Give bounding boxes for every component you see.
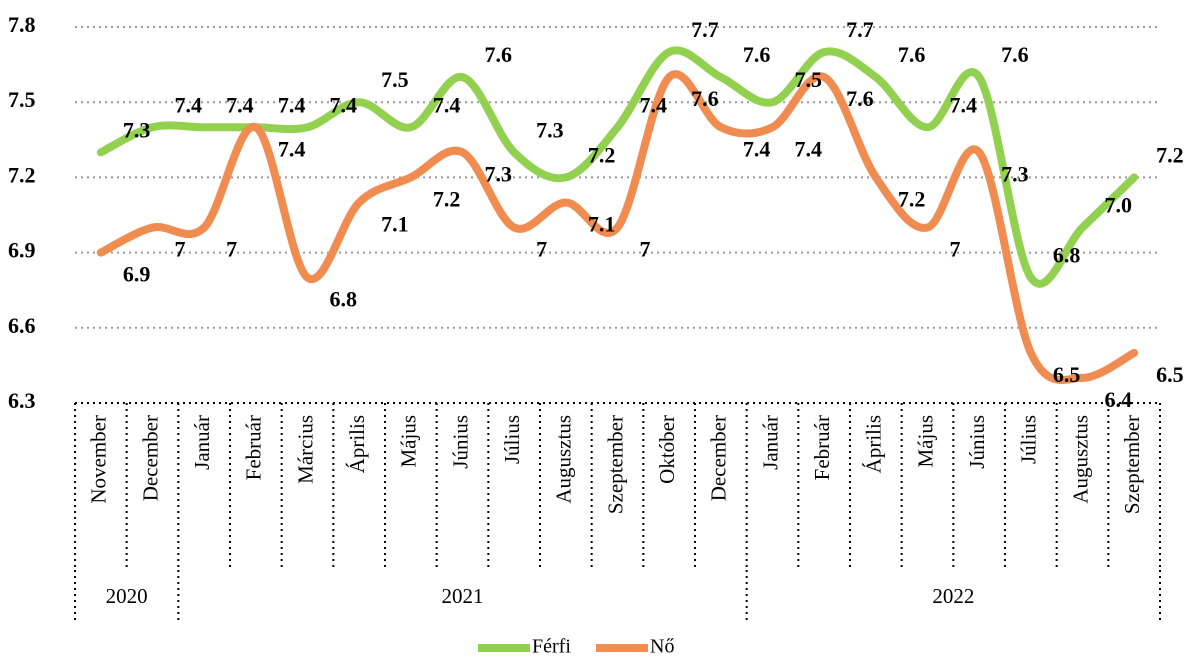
group-label: 2022 (932, 584, 974, 608)
data-label: 7.6 (691, 86, 719, 111)
x-tick-label: Július (1017, 415, 1041, 464)
line (96, 46, 1139, 288)
data-label: 7.1 (588, 212, 616, 237)
x-tick-label: Október (655, 415, 679, 484)
x-tick-label: Május (397, 415, 421, 468)
data-label: 7.4 (433, 92, 461, 117)
data-label: 6.5 (1156, 362, 1184, 387)
x-tick-label: December (707, 415, 731, 501)
y-tick-label: 6.3 (8, 388, 36, 413)
x-tick-label: Január (758, 415, 782, 470)
data-label: 7.2 (433, 186, 461, 211)
group-label: 2021 (442, 584, 484, 608)
x-tick-label: Április (345, 415, 369, 473)
data-label: 7.3 (536, 117, 564, 142)
data-label: 7.4 (330, 92, 358, 117)
line (96, 70, 1139, 384)
data-label: 7.4 (795, 136, 823, 161)
y-tick-label: 6.6 (8, 313, 36, 338)
data-label: 7.6 (1001, 42, 1029, 67)
x-tick-label: Július (500, 415, 524, 464)
data-label: 6.5 (1053, 362, 1081, 387)
data-label: 7.6 (743, 42, 771, 67)
data-label: 6.8 (1053, 243, 1081, 268)
data-label: 7 (640, 237, 651, 262)
data-label: 7 (226, 237, 237, 262)
data-label: 7.2 (898, 186, 926, 211)
legend-label: Férfi (532, 636, 571, 658)
x-tick-label: December (138, 415, 162, 501)
data-label: 7.4 (640, 92, 668, 117)
x-tick-label: Június (448, 415, 472, 469)
y-tick-label: 7.2 (8, 162, 36, 187)
data-label: 6.9 (123, 262, 151, 287)
x-tick-label: Február (242, 415, 266, 480)
data-label: 7 (175, 237, 186, 262)
data-label: 7 (950, 237, 961, 262)
group-label: 2020 (106, 584, 148, 608)
x-tick-label: Szeptember (603, 415, 627, 514)
x-tick-label: Augusztus (1068, 415, 1092, 504)
y-tick-label: 7.8 (8, 12, 36, 37)
data-label: 6.8 (330, 287, 358, 312)
y-tick-label: 7.5 (8, 87, 36, 112)
data-label: 7.3 (123, 117, 151, 142)
data-label: 7.1 (381, 212, 409, 237)
data-label: 7.5 (381, 67, 409, 92)
x-tick-label: Április (862, 415, 886, 473)
x-tick-label: Június (965, 415, 989, 469)
x-tick-label: Január (190, 415, 214, 470)
x-tick-label: Március (293, 415, 317, 484)
data-label: 7.4 (950, 92, 978, 117)
data-label: 7.4 (278, 136, 306, 161)
x-tick-label: Május (913, 415, 937, 468)
x-tick-label: Február (810, 415, 834, 480)
data-label: 7.4 (278, 92, 306, 117)
data-label: 7.3 (485, 161, 513, 186)
data-label: 7.6 (846, 86, 874, 111)
x-tick-label: Szeptember (1120, 415, 1144, 514)
data-label: 7.0 (1105, 193, 1133, 218)
data-label: 7.5 (795, 67, 823, 92)
data-label: 7.4 (175, 92, 203, 117)
data-label: 7 (536, 237, 547, 262)
x-tick-label: November (87, 415, 111, 504)
data-label: 6.4 (1105, 387, 1133, 412)
data-label: 7.2 (1156, 142, 1184, 167)
data-label: 7.7 (846, 17, 874, 42)
data-label: 7.6 (485, 42, 513, 67)
y-tick-label: 6.9 (8, 238, 36, 263)
x-tick-label: Augusztus (552, 415, 576, 504)
data-label: 7.7 (691, 17, 719, 42)
data-label: 7.6 (898, 42, 926, 67)
data-label: 7.3 (1001, 161, 1029, 186)
data-label: 7.4 (226, 92, 254, 117)
data-label: 7.2 (588, 142, 616, 167)
legend-label: Nő (650, 636, 674, 658)
data-label: 7.4 (743, 136, 771, 161)
